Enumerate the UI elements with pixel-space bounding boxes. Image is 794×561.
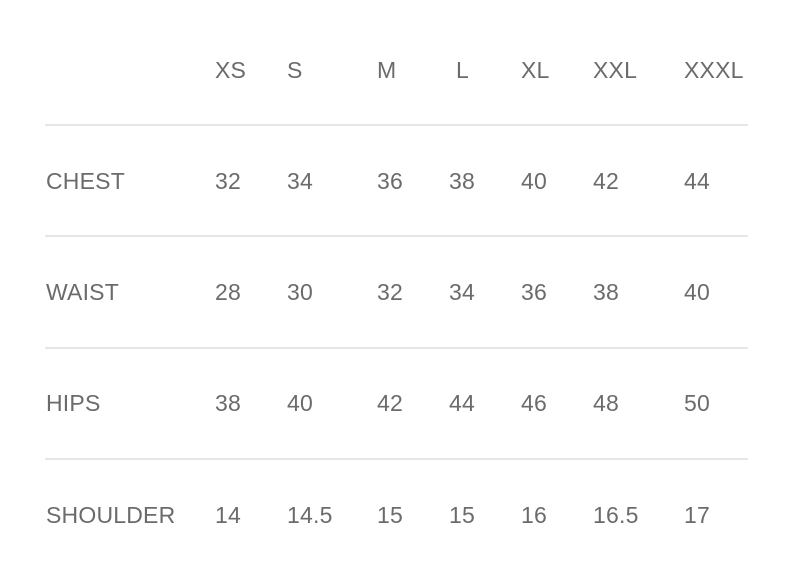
table-cell: 36	[377, 168, 403, 194]
table-cell: 34	[287, 168, 313, 194]
table-cell: 42	[377, 390, 403, 416]
table-cell: 40	[684, 279, 710, 305]
table-cell: 42	[593, 168, 619, 194]
table-cell: 28	[215, 279, 241, 305]
column-header-s: S	[287, 57, 303, 83]
column-header-m: M	[377, 57, 397, 83]
row-divider	[45, 235, 748, 237]
table-cell: 38	[593, 279, 619, 305]
table-cell: 30	[287, 279, 313, 305]
table-cell: 34	[449, 279, 475, 305]
row-label: HIPS	[46, 390, 101, 416]
table-cell: 40	[521, 168, 547, 194]
column-header-l: L	[456, 57, 469, 83]
table-cell: 16	[521, 502, 547, 528]
table-cell: 46	[521, 390, 547, 416]
table-cell: 16.5	[593, 502, 639, 528]
table-cell: 44	[684, 168, 710, 194]
column-header-xxl: XXL	[593, 57, 638, 83]
table-cell: 40	[287, 390, 313, 416]
table-cell: 32	[215, 168, 241, 194]
row-label: WAIST	[46, 279, 119, 305]
row-divider	[45, 347, 748, 349]
row-label: SHOULDER	[46, 502, 176, 528]
row-divider	[45, 458, 748, 460]
column-header-xxxl: XXXL	[684, 57, 744, 83]
table-cell: 15	[449, 502, 475, 528]
table-cell: 38	[449, 168, 475, 194]
table-cell: 17	[684, 502, 710, 528]
table-cell: 50	[684, 390, 710, 416]
table-cell: 14	[215, 502, 241, 528]
row-label: CHEST	[46, 168, 125, 194]
column-header-xs: XS	[215, 57, 247, 83]
table-cell: 36	[521, 279, 547, 305]
table-cell: 32	[377, 279, 403, 305]
table-cell: 38	[215, 390, 241, 416]
table-cell: 14.5	[287, 502, 333, 528]
table-cell: 48	[593, 390, 619, 416]
column-header-xl: XL	[521, 57, 550, 83]
table-cell: 15	[377, 502, 403, 528]
table-cell: 44	[449, 390, 475, 416]
row-divider	[45, 124, 748, 126]
